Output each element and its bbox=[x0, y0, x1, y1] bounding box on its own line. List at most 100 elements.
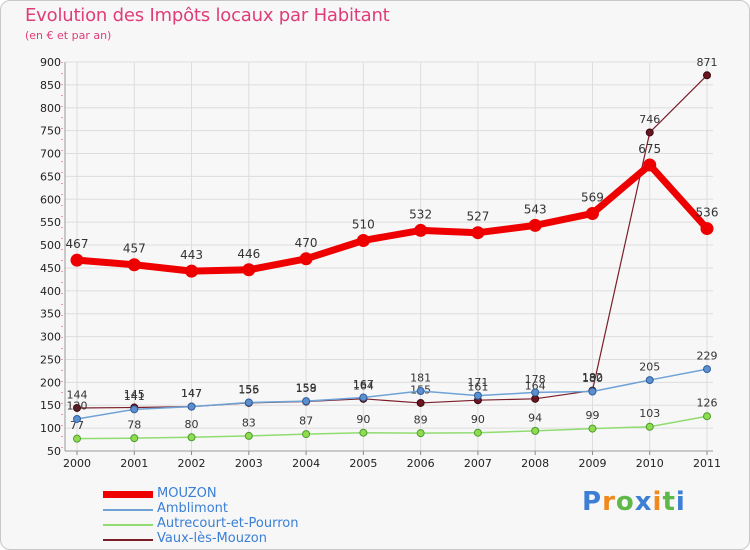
data-label-amblimont: 178 bbox=[525, 373, 546, 386]
data-label-autrecourt: 78 bbox=[127, 419, 141, 432]
data-point-autrecourt bbox=[244, 431, 253, 440]
chart-legend: MOUZON Amblimont Autrecourt-et-Pourron V… bbox=[103, 486, 363, 547]
data-point-mouzon bbox=[700, 222, 714, 236]
logo-letter: i bbox=[652, 487, 663, 517]
legend-item-mouzon: MOUZON bbox=[103, 486, 363, 502]
y-tick-label: 400 bbox=[40, 285, 61, 298]
data-label-mouzon: 532 bbox=[409, 207, 432, 221]
x-tick-label: 2011 bbox=[693, 457, 721, 470]
legend-label-vaux: Vaux-lès-Mouzon bbox=[157, 531, 267, 546]
x-tick-label: 2007 bbox=[464, 457, 492, 470]
logo-letter: t bbox=[662, 487, 676, 517]
plot-area bbox=[65, 62, 713, 451]
data-point-autrecourt bbox=[302, 430, 311, 439]
data-label-vaux: 145 bbox=[124, 388, 145, 401]
x-tick-label: 2003 bbox=[235, 457, 263, 470]
data-label-amblimont: 141 bbox=[124, 390, 145, 403]
x-tick-label: 2002 bbox=[178, 457, 206, 470]
y-tick-label: 850 bbox=[40, 79, 61, 92]
data-point-amblimont bbox=[73, 414, 81, 423]
data-label-autrecourt: 90 bbox=[356, 413, 370, 426]
data-label-amblimont: 156 bbox=[238, 383, 259, 396]
y-tick-label: 900 bbox=[40, 56, 61, 69]
legend-swatch-autrecourt bbox=[103, 524, 153, 526]
data-point-amblimont bbox=[531, 388, 540, 397]
data-point-amblimont bbox=[302, 397, 311, 406]
data-label-vaux: 155 bbox=[238, 383, 259, 396]
data-point-amblimont bbox=[703, 365, 711, 374]
series-line-amblimont bbox=[76, 368, 708, 420]
legend-label-autrecourt: Autrecourt-et-Pourron bbox=[157, 516, 299, 531]
logo-letter: o bbox=[615, 487, 635, 517]
legend-item-amblimont: Amblimont bbox=[103, 501, 363, 517]
data-label-mouzon: 569 bbox=[581, 190, 604, 204]
y-tick-label: 150 bbox=[40, 399, 61, 412]
data-label-amblimont: 180 bbox=[582, 372, 603, 385]
y-tick-label: 350 bbox=[40, 308, 61, 321]
data-point-amblimont bbox=[359, 393, 368, 402]
x-tick-label: 2010 bbox=[636, 457, 664, 470]
data-label-amblimont: 229 bbox=[697, 350, 718, 363]
data-point-mouzon bbox=[127, 258, 141, 272]
y-tick-label: 200 bbox=[40, 376, 61, 389]
data-label-vaux: 144 bbox=[67, 388, 88, 401]
data-point-mouzon bbox=[585, 206, 599, 220]
data-label-mouzon: 510 bbox=[352, 217, 375, 231]
legend-item-autrecourt: Autrecourt-et-Pourron bbox=[103, 516, 363, 532]
data-point-autrecourt bbox=[73, 434, 81, 443]
data-point-mouzon bbox=[299, 252, 313, 266]
y-tick-label: 700 bbox=[40, 148, 61, 161]
x-tick-label: 2001 bbox=[120, 457, 148, 470]
data-point-mouzon bbox=[643, 158, 657, 172]
x-tick-label: 2004 bbox=[292, 457, 320, 470]
data-label-autrecourt: 90 bbox=[471, 413, 485, 426]
data-point-mouzon bbox=[471, 226, 485, 240]
data-label-vaux: 182 bbox=[582, 371, 603, 384]
data-point-amblimont bbox=[588, 387, 597, 396]
data-label-mouzon: 527 bbox=[466, 210, 489, 224]
data-point-mouzon bbox=[356, 233, 370, 247]
data-label-autrecourt: 80 bbox=[185, 418, 199, 431]
data-label-vaux: 164 bbox=[525, 379, 546, 392]
y-tick-label: 550 bbox=[40, 216, 61, 229]
chart-subtitle: (en € et par an) bbox=[25, 29, 112, 42]
data-label-vaux: 158 bbox=[296, 382, 317, 395]
data-label-mouzon: 443 bbox=[180, 248, 203, 262]
data-point-mouzon bbox=[242, 263, 256, 277]
data-label-vaux: 871 bbox=[697, 56, 718, 69]
data-point-autrecourt bbox=[187, 433, 196, 442]
data-point-amblimont bbox=[130, 405, 139, 414]
data-point-vaux bbox=[416, 398, 425, 407]
y-tick-label: 50 bbox=[47, 445, 61, 458]
legend-label-amblimont: Amblimont bbox=[157, 501, 228, 516]
data-point-mouzon bbox=[185, 264, 199, 278]
data-label-autrecourt: 103 bbox=[639, 407, 660, 420]
legend-swatch-vaux bbox=[103, 539, 153, 541]
y-tick-label: 500 bbox=[40, 239, 61, 252]
logo-letter: x bbox=[634, 487, 653, 517]
data-label-autrecourt: 83 bbox=[242, 416, 256, 429]
data-label-autrecourt: 94 bbox=[528, 411, 542, 424]
data-point-amblimont bbox=[645, 376, 654, 385]
data-point-autrecourt bbox=[588, 424, 597, 433]
data-label-autrecourt: 89 bbox=[414, 414, 428, 427]
data-point-vaux bbox=[73, 403, 81, 412]
data-label-autrecourt: 126 bbox=[697, 397, 718, 410]
y-tick-label: 800 bbox=[40, 102, 61, 115]
y-tick-label: 600 bbox=[40, 193, 61, 206]
x-tick-label: 2009 bbox=[578, 457, 606, 470]
series-line-mouzon bbox=[76, 161, 710, 275]
data-label-mouzon: 536 bbox=[696, 206, 719, 220]
data-point-autrecourt bbox=[473, 428, 482, 437]
data-label-autrecourt: 87 bbox=[299, 415, 313, 428]
data-point-mouzon bbox=[70, 253, 84, 267]
data-point-autrecourt bbox=[703, 412, 711, 421]
data-point-vaux bbox=[645, 128, 654, 137]
data-label-amblimont: 167 bbox=[353, 378, 374, 391]
y-tick-label: 100 bbox=[40, 422, 61, 435]
data-label-mouzon: 543 bbox=[524, 202, 547, 216]
data-point-mouzon bbox=[414, 223, 428, 237]
legend-item-vaux: Vaux-lès-Mouzon bbox=[103, 531, 363, 547]
y-tick-label: 450 bbox=[40, 262, 61, 275]
